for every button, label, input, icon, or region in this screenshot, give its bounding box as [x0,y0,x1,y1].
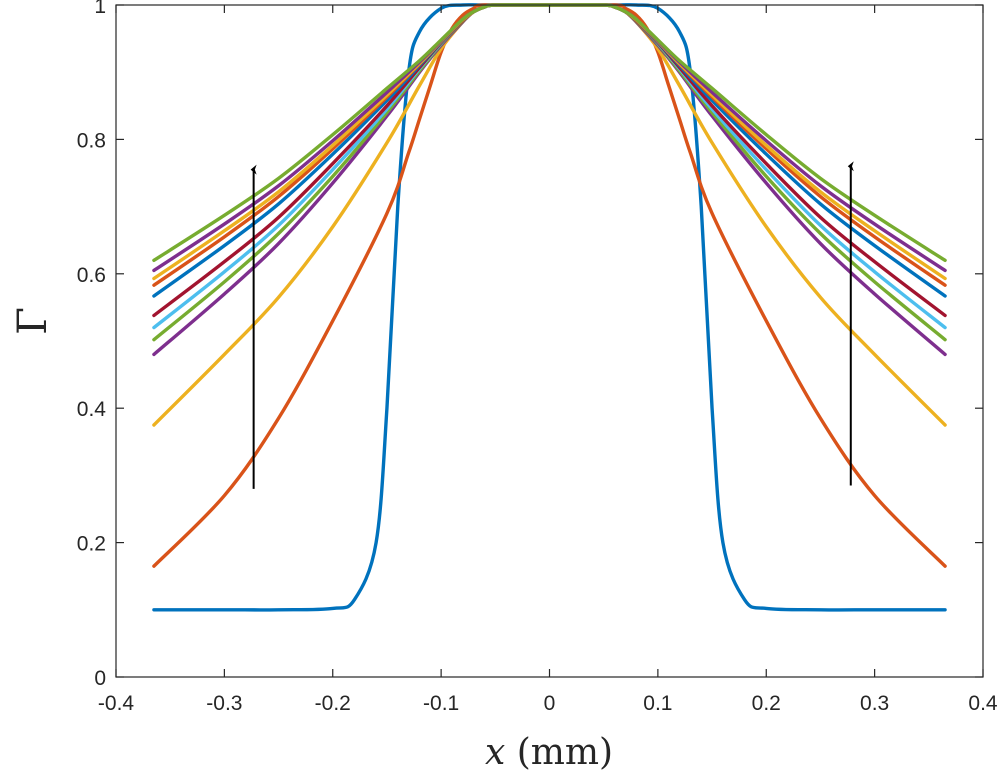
x-tick-label: -0.4 [98,692,135,715]
y-tick-label: 1 [94,0,106,18]
x-axis-label-unit: (mm) [505,732,613,773]
y-tick-label: 0.2 [77,533,106,556]
x-tick-label: 0.3 [860,692,889,715]
y-tick-label: 0.6 [77,264,106,287]
annotation-layer [250,161,854,489]
y-tick-label: 0.4 [77,398,107,421]
y-tick-label: 0 [94,667,106,690]
x-tick-label: 0 [544,692,556,715]
plot-background [116,5,983,677]
x-tick-label: 0.1 [643,692,672,715]
y-axis-label: Γ [10,307,56,335]
x-tick-label: -0.1 [423,692,459,715]
x-tick-label: 0.2 [752,692,781,715]
tick-layer: -0.4 -0.3 -0.2 -0.1 0 0.1 0.2 0.3 0.4 0 0.2 0.4 0.6 0… [77,0,998,715]
x-axis-label-var: x [485,732,505,773]
x-tick-label: -0.2 [315,692,351,715]
x-axis-label: x (mm) [485,732,613,773]
x-tick-label: 0.4 [968,692,998,715]
x-tick-label: -0.3 [206,692,242,715]
y-tick-label: 0.8 [77,129,106,152]
